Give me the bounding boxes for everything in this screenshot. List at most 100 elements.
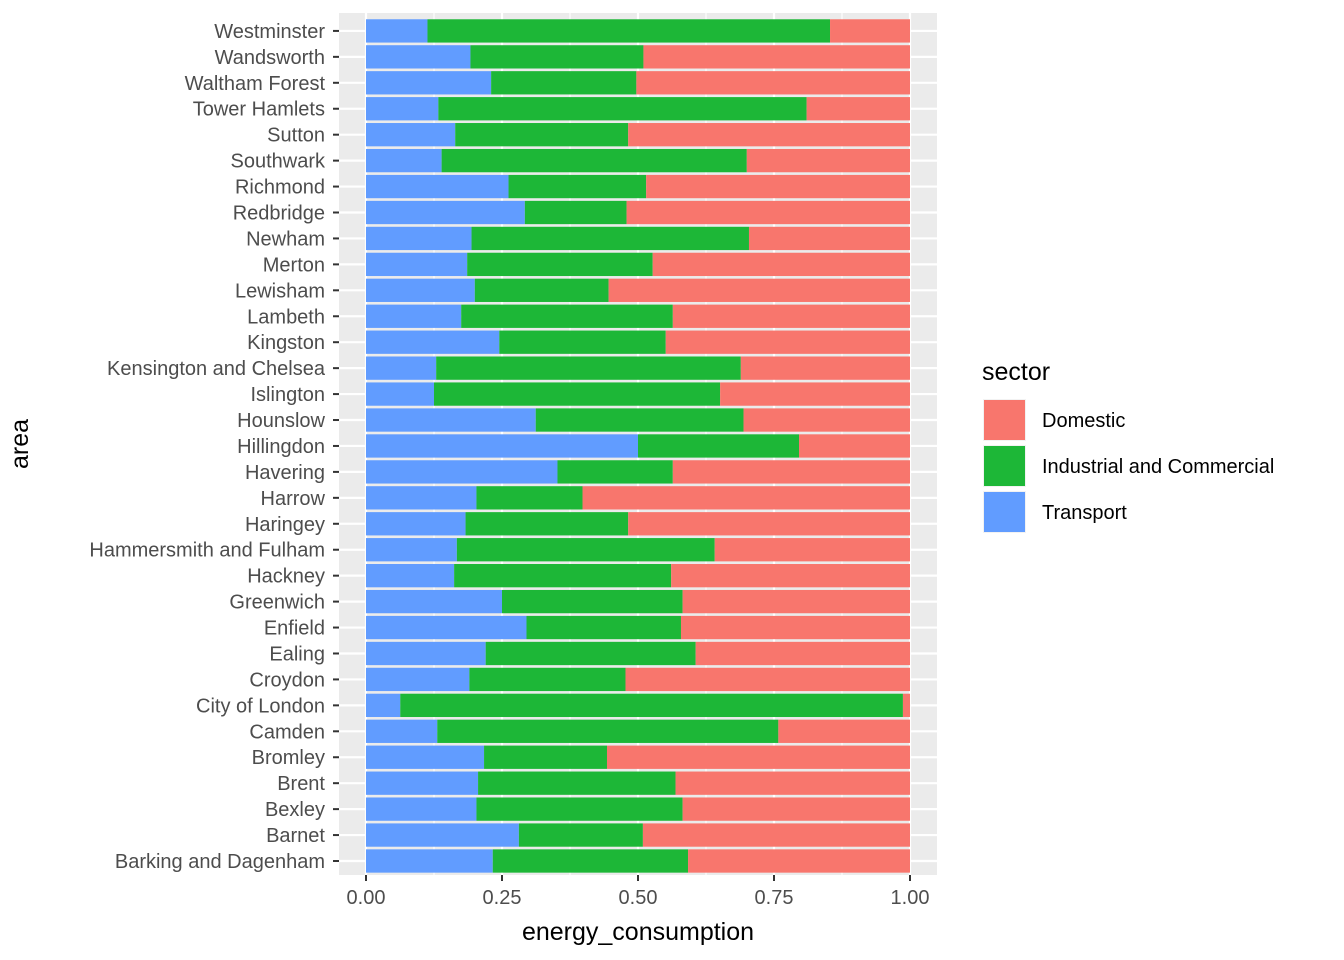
bar-domestic <box>672 304 910 328</box>
bar-domestic <box>778 719 910 743</box>
y-tick-label: Redbridge <box>233 203 325 225</box>
legend-label: Domestic <box>1042 410 1125 432</box>
legend-swatch <box>984 492 1025 532</box>
bar-transport <box>366 97 439 121</box>
bar-transport <box>366 538 457 562</box>
bar-domestic <box>743 408 910 432</box>
bar-transport <box>366 123 456 147</box>
bar-industrial-and-commercial <box>469 667 626 692</box>
bar-industrial-and-commercial <box>484 745 607 769</box>
bar-industrial-and-commercial <box>470 45 644 69</box>
bar-domestic <box>682 589 910 614</box>
bar-industrial-and-commercial <box>427 19 831 43</box>
bar-industrial-and-commercial <box>518 823 643 847</box>
bar-transport <box>366 823 519 847</box>
bar-transport <box>366 252 468 277</box>
bar-transport <box>366 797 477 821</box>
y-tick-label: Westminster <box>214 21 325 43</box>
bar-transport <box>366 174 509 199</box>
bar-transport <box>366 356 437 380</box>
bar-industrial-and-commercial <box>441 148 747 173</box>
bar-domestic <box>902 693 910 718</box>
bar-transport <box>366 382 434 406</box>
bar-domestic <box>680 615 910 640</box>
y-tick-label: Hammersmith and Fulham <box>89 540 325 562</box>
y-tick-label: Bexley <box>265 799 325 821</box>
bar-industrial-and-commercial <box>508 174 647 199</box>
bar-transport <box>366 19 428 43</box>
legend-swatch <box>984 400 1025 440</box>
y-tick-label: Kingston <box>247 332 325 354</box>
bar-industrial-and-commercial <box>437 719 779 743</box>
x-tick-label: 0.50 <box>619 887 658 909</box>
bar-domestic <box>682 797 910 821</box>
y-tick-label: Lambeth <box>247 306 325 328</box>
bar-transport <box>366 200 525 225</box>
legend: sector Domestic Industrial and Commercial… <box>982 358 1274 533</box>
y-tick-label: Bromley <box>252 747 325 769</box>
bars <box>366 19 910 873</box>
y-tick-label: Tower Hamlets <box>193 99 325 121</box>
y-tick-label: Brent <box>277 773 325 795</box>
bar-industrial-and-commercial <box>476 486 583 510</box>
bar-industrial-and-commercial <box>434 382 721 406</box>
bar-domestic <box>636 71 910 95</box>
y-tick-label: Kensington and Chelsea <box>107 358 326 380</box>
bar-transport <box>366 771 479 795</box>
bar-transport <box>366 71 492 95</box>
bar-domestic <box>625 667 910 692</box>
x-tick-label: 1.00 <box>891 887 930 909</box>
bar-transport <box>366 615 527 640</box>
bar-transport <box>366 434 638 458</box>
bar-domestic <box>606 745 910 769</box>
legend-title: sector <box>982 358 1050 386</box>
y-tick-label: Ealing <box>269 643 325 665</box>
bar-domestic <box>652 252 910 277</box>
bar-industrial-and-commercial <box>478 771 676 795</box>
bar-transport <box>366 564 455 588</box>
bar-transport <box>366 486 477 510</box>
y-tick-label: Hackney <box>247 566 325 588</box>
bar-industrial-and-commercial <box>491 71 637 95</box>
bar-industrial-and-commercial <box>557 460 673 484</box>
bar-domestic <box>608 278 910 302</box>
y-tick-label: Haringey <box>245 514 325 536</box>
bar-domestic <box>643 45 910 69</box>
y-tick-label: Camden <box>249 721 325 743</box>
bar-transport <box>366 589 502 614</box>
bar-domestic <box>642 823 910 847</box>
y-axis-title: area <box>6 419 34 469</box>
bar-industrial-and-commercial <box>535 408 744 432</box>
bar-domestic <box>626 200 910 225</box>
bar-industrial-and-commercial <box>456 538 715 562</box>
bar-domestic <box>720 382 910 406</box>
bar-transport <box>366 226 472 251</box>
y-tick-label: Barking and Dagenham <box>115 851 325 873</box>
y-tick-label: Waltham Forest <box>185 73 326 95</box>
y-tick-label: Barnet <box>266 825 325 847</box>
y-tick-label: Merton <box>263 254 325 276</box>
bar-transport <box>366 849 493 873</box>
bar-transport <box>366 460 558 484</box>
bar-industrial-and-commercial <box>485 641 696 666</box>
x-tick-label: 0.25 <box>483 887 522 909</box>
bar-transport <box>366 667 470 692</box>
y-tick-label: Greenwich <box>229 592 325 614</box>
bar-industrial-and-commercial <box>455 123 629 147</box>
bar-transport <box>366 304 462 328</box>
bar-transport <box>366 148 442 173</box>
bar-domestic <box>646 174 910 199</box>
bar-domestic <box>688 849 910 873</box>
bar-domestic <box>799 434 910 458</box>
legend-label: Industrial and Commercial <box>1042 456 1274 478</box>
bar-industrial-and-commercial <box>467 252 653 277</box>
bar-industrial-and-commercial <box>476 797 683 821</box>
y-tick-label: Lewisham <box>235 280 325 302</box>
bar-domestic <box>695 641 910 666</box>
bar-industrial-and-commercial <box>465 512 629 536</box>
y-tick-label: Wandsworth <box>215 47 325 69</box>
bar-industrial-and-commercial <box>524 200 627 225</box>
bar-transport <box>366 693 401 718</box>
bar-domestic <box>665 330 910 354</box>
